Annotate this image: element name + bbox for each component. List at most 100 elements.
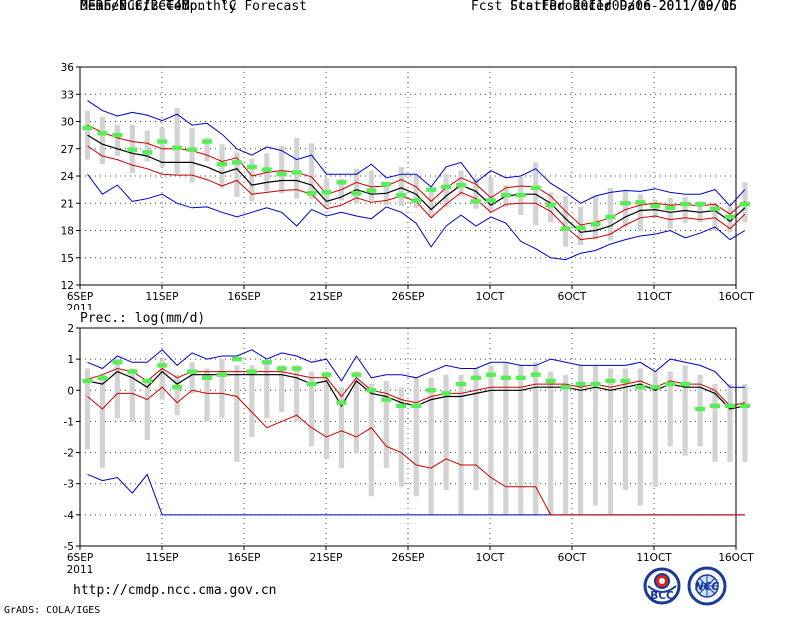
median-marker [695, 201, 706, 207]
median-marker [470, 199, 481, 204]
spread-box [219, 359, 225, 419]
source-url[interactable]: http://cmdp.ncc.cma.gov.cn [73, 583, 277, 598]
median-marker [291, 170, 302, 175]
median-marker [620, 378, 631, 384]
spread-box [548, 192, 554, 223]
median-marker [112, 132, 123, 138]
spread-box [309, 371, 315, 447]
spread-box [622, 190, 628, 227]
precip-chart-title: Prec.: log(mm/d) [80, 311, 206, 326]
grads-credit: GrADS: COLA/IGES [4, 605, 101, 616]
spread-box [742, 384, 748, 462]
median-marker [157, 139, 168, 144]
spread-box [473, 368, 479, 490]
spread-box [548, 371, 554, 515]
x-tick-label: 16OCT [718, 552, 754, 564]
spread-box [667, 197, 673, 229]
y-tick-label: 24 [61, 171, 75, 183]
median-marker [500, 192, 511, 198]
spread-box [368, 170, 374, 201]
median-marker [291, 366, 302, 371]
x-tick-label: 26SEP [392, 291, 425, 303]
y-tick-label: 18 [61, 226, 74, 238]
median-marker [620, 201, 631, 206]
spread-box [353, 371, 360, 453]
spread-box [563, 195, 569, 247]
median-marker [187, 147, 198, 152]
y-tick-label: -2 [64, 448, 74, 460]
spread-box [637, 368, 643, 506]
median-marker [739, 403, 750, 409]
median-marker [216, 372, 227, 377]
median-marker [635, 200, 646, 205]
spread-box [234, 365, 240, 462]
refer-date: Fcst Started Refer Date 2011/09/05 [470, 0, 737, 14]
median-marker [351, 191, 362, 196]
median-marker [351, 372, 362, 377]
y-tick-label: 33 [61, 89, 74, 101]
spread-box [652, 199, 658, 217]
median-marker [127, 369, 138, 374]
spread-box [518, 365, 524, 515]
lower-band-line [87, 386, 745, 516]
y-tick-label: -1 [64, 416, 74, 428]
spread-box [443, 374, 449, 490]
median-marker [97, 131, 108, 136]
median-marker [456, 182, 467, 188]
median-marker [710, 403, 721, 409]
spread-box [294, 365, 300, 422]
median-marker [650, 203, 661, 209]
median-marker [366, 188, 377, 193]
spread-box [234, 152, 240, 197]
y-tick-label: -4 [64, 510, 75, 522]
median-marker [396, 192, 407, 198]
x-tick-label: 11OCT [636, 552, 672, 564]
spread-box [144, 380, 150, 441]
median-marker [306, 191, 317, 196]
median-marker [411, 198, 422, 203]
spread-box [189, 127, 195, 183]
spread-box [309, 143, 315, 199]
median-marker [112, 360, 123, 365]
median-marker [739, 201, 750, 207]
median-marker [724, 214, 735, 220]
median-marker [231, 356, 242, 362]
median-marker [366, 388, 377, 393]
x-tick-label: 21SEP [310, 552, 343, 564]
median-marker [530, 372, 541, 377]
spread-box [398, 166, 404, 206]
median-marker [500, 375, 511, 381]
x-tick-label: 16OCT [718, 291, 754, 303]
spread-box [473, 177, 479, 209]
spread-box [249, 158, 255, 202]
plot-frame [79, 66, 737, 286]
chart-title: DERF/NCC/BCC Monthly Forecast [80, 0, 307, 14]
spread-box [249, 365, 255, 437]
median-marker [231, 160, 242, 165]
spread-box [114, 359, 120, 419]
svg-text:NCC: NCC [695, 581, 719, 593]
spread-box [279, 365, 285, 413]
median-marker [306, 381, 317, 387]
x-tick-label: 16SEP [228, 291, 261, 303]
median-marker [426, 388, 437, 393]
median-marker [172, 384, 183, 390]
mean-line [87, 134, 746, 233]
x-year-label: 2011 [67, 564, 94, 576]
y-tick-label: 36 [61, 62, 75, 74]
spread-box [428, 377, 434, 515]
spread-box [682, 365, 688, 456]
logos: BCC NCC [643, 566, 727, 606]
median-marker [710, 206, 721, 211]
spread-box [174, 374, 180, 416]
spread-box [533, 362, 539, 515]
median-marker [560, 226, 571, 231]
member-size: Member Size=40 [80, 0, 190, 14]
spread-box [607, 187, 614, 241]
spread-box [413, 377, 419, 497]
median-marker [82, 378, 93, 384]
spread-box [577, 365, 584, 515]
spread-box [204, 368, 210, 422]
median-marker [590, 221, 601, 227]
